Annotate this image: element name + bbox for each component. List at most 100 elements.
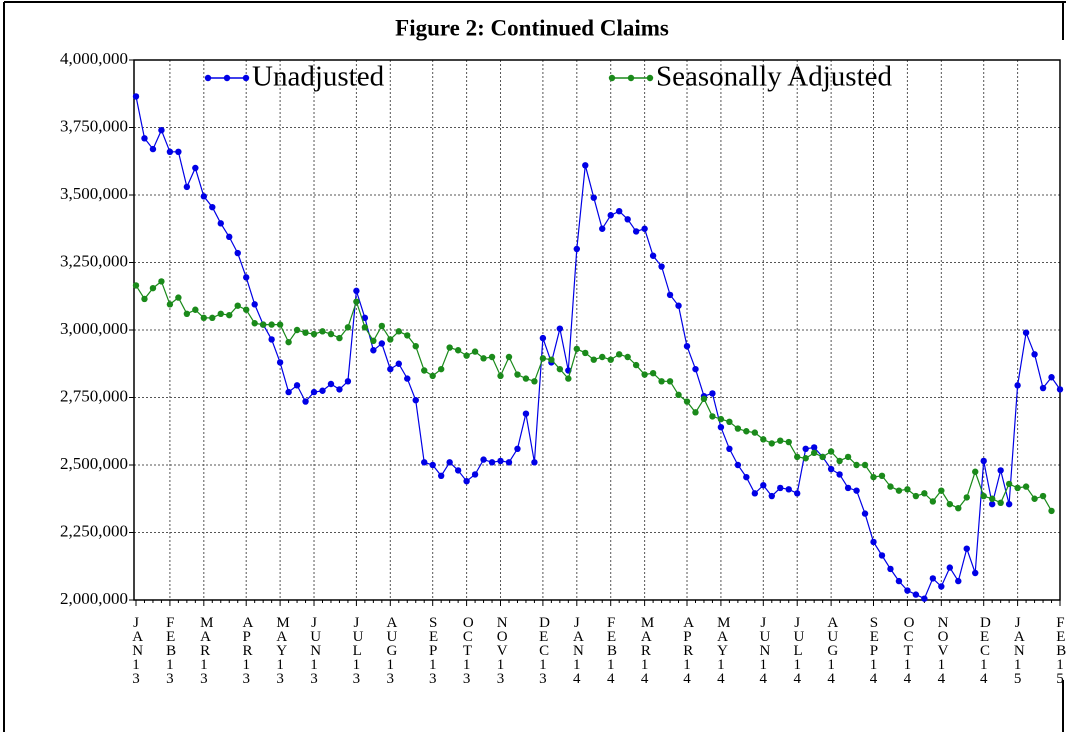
data-point: [429, 461, 436, 469]
data-point: [141, 135, 148, 142]
data-point: [794, 490, 801, 497]
data-point: [802, 455, 809, 462]
data-point: [336, 334, 343, 342]
data-point: [929, 498, 937, 505]
data-point: [437, 365, 445, 373]
data-point: [649, 252, 657, 259]
data-point: [734, 461, 742, 469]
data-point: [353, 287, 360, 295]
data-point: [234, 249, 241, 257]
data-point: [887, 483, 894, 490]
data-point: [717, 415, 725, 423]
data-point: [666, 378, 674, 385]
data-point: [615, 208, 623, 215]
data-point: [827, 448, 835, 455]
data-point: [912, 492, 920, 500]
data-point: [861, 510, 869, 517]
data-point: [378, 340, 386, 347]
data-point: [768, 492, 775, 500]
data-point: [904, 486, 911, 493]
data-point: [149, 145, 157, 153]
data-point: [1014, 484, 1021, 492]
data-point: [1039, 492, 1047, 500]
data-point: [921, 490, 928, 497]
data-point: [1005, 480, 1013, 488]
x-tick-label: SEP13: [428, 615, 439, 687]
data-point: [1022, 329, 1030, 336]
data-point: [632, 361, 640, 369]
data-point: [192, 306, 199, 313]
data-point: [972, 468, 979, 475]
y-tick-label: 2,750,000: [60, 386, 128, 405]
data-point: [649, 370, 657, 377]
data-point: [454, 347, 462, 354]
data-point: [488, 353, 496, 361]
data-point: [692, 365, 699, 373]
data-point: [607, 212, 614, 219]
data-point: [310, 330, 318, 338]
data-point: [988, 500, 996, 508]
data-point: [531, 459, 538, 466]
data-point: [726, 418, 733, 425]
data-point: [641, 371, 648, 378]
data-point: [505, 459, 513, 466]
data-point: [209, 203, 216, 211]
data-point: [794, 453, 801, 461]
data-point: [370, 347, 377, 354]
chart-title: Figure 2: Continued Claims: [395, 15, 669, 40]
data-point: [166, 301, 174, 308]
data-point: [938, 487, 945, 494]
data-point: [243, 274, 250, 281]
data-point: [259, 321, 267, 328]
data-point: [132, 93, 140, 100]
x-tick-label: FEB14: [606, 615, 617, 687]
data-point: [887, 565, 894, 573]
data-point: [251, 301, 258, 308]
data-point: [209, 314, 216, 322]
data-point: [870, 538, 877, 546]
legend-dot: [646, 74, 654, 82]
data-point: [556, 325, 564, 332]
data-point: [285, 388, 292, 396]
data-point: [149, 284, 157, 292]
data-point: [1014, 382, 1021, 389]
x-tick-label: MAY14: [717, 615, 731, 687]
y-tick-label: 2,250,000: [60, 521, 128, 540]
x-tick-label: DEC13: [539, 615, 550, 687]
data-point: [293, 382, 301, 389]
data-point: [412, 397, 419, 404]
data-point: [1039, 384, 1047, 392]
data-point: [268, 336, 275, 343]
data-point: [183, 183, 191, 191]
data-point: [437, 472, 445, 479]
data-point: [353, 298, 360, 305]
data-point: [429, 372, 436, 380]
data-point: [276, 359, 284, 366]
x-tick-label: JUN13: [310, 615, 322, 687]
data-point: [751, 490, 759, 497]
data-point: [853, 487, 860, 494]
data-point: [463, 352, 470, 359]
data-point: [1048, 374, 1055, 381]
data-point: [522, 410, 530, 417]
data-point: [344, 324, 352, 331]
data-point: [531, 378, 538, 385]
data-point: [200, 193, 208, 200]
data-point: [395, 360, 402, 367]
data-point: [726, 445, 733, 452]
data-point: [132, 282, 140, 289]
data-point: [234, 302, 241, 309]
data-point: [743, 428, 750, 435]
data-point: [573, 345, 581, 353]
data-point: [319, 328, 326, 335]
data-point: [844, 453, 852, 461]
data-point: [590, 194, 597, 201]
legend-dot: [242, 74, 250, 82]
data-point: [946, 564, 953, 571]
data-point: [955, 577, 962, 585]
legend-dot: [223, 74, 231, 82]
data-point: [175, 148, 182, 155]
data-point: [641, 225, 648, 232]
data-point: [1005, 500, 1013, 508]
